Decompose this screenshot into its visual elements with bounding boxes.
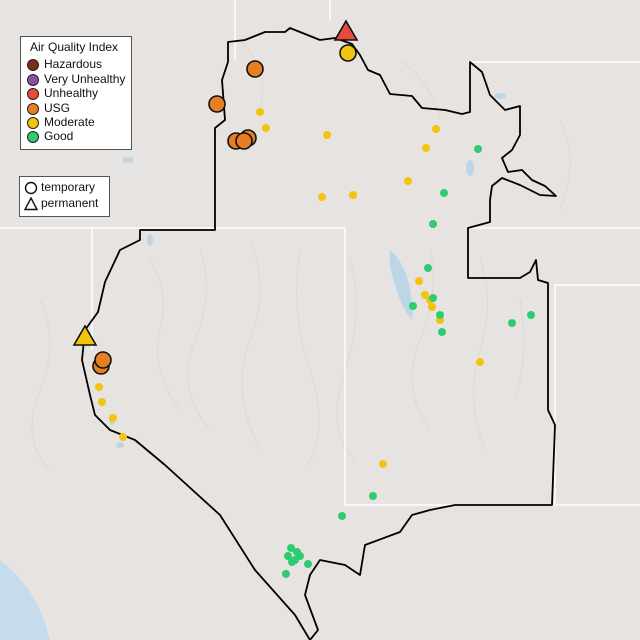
monitor-point: [95, 383, 103, 391]
permanent-unhealthy-monitor: [333, 19, 359, 41]
monitor-point: [428, 303, 436, 311]
permanent-monitors: [72, 19, 359, 346]
monitor-point: [429, 294, 437, 302]
good-monitors: [282, 145, 535, 578]
usg-swatch: [27, 103, 39, 115]
monitor-point: [208, 95, 226, 113]
monitor-point: [109, 414, 117, 422]
monitor-point: [338, 512, 346, 520]
hazardous-swatch: [27, 59, 39, 71]
monitor-type-legend: temporary permanent: [19, 176, 110, 217]
legend-label: Very Unhealthy: [44, 72, 126, 86]
very-unhealthy-swatch: [27, 74, 39, 86]
monitor-point: [440, 189, 448, 197]
monitor-point: [284, 552, 292, 560]
legend-label: Good: [44, 129, 74, 143]
monitor-point: [424, 264, 432, 272]
moderate-monitors: [95, 108, 484, 468]
monitor-point: [339, 44, 357, 62]
monitor-point: [323, 131, 331, 139]
monitor-point: [409, 302, 417, 310]
monitor-point: [422, 144, 430, 152]
monitor-point: [432, 125, 440, 133]
monitor-point: [288, 558, 296, 566]
monitor-point: [527, 311, 535, 319]
usg-monitors: [92, 60, 264, 375]
monitor-point: [119, 433, 127, 441]
aqi-legend: Air Quality Index Hazardous Very Unhealt…: [20, 36, 132, 150]
good-swatch: [27, 131, 39, 143]
monitor-point: [421, 291, 429, 299]
permanent-moderate-monitor: [72, 324, 98, 346]
terrain-shading: [31, 39, 571, 471]
monitor-point: [304, 560, 312, 568]
monitor-point: [318, 193, 326, 201]
monitor-point: [94, 351, 112, 369]
monitor-point: [262, 124, 270, 132]
monitor-point: [235, 132, 253, 150]
unhealthy-swatch: [27, 88, 39, 100]
monitor-point: [349, 191, 357, 199]
legend-label: permanent: [41, 196, 99, 210]
monitor-point: [476, 358, 484, 366]
region-boundary: [81, 27, 557, 640]
monitor-point: [296, 552, 304, 560]
monitor-point: [474, 145, 482, 153]
monitor-point: [436, 311, 444, 319]
ocean: [0, 560, 50, 640]
triangle-icon: [24, 197, 38, 211]
monitor-point: [438, 328, 446, 336]
monitor-point: [379, 460, 387, 468]
monitor-point: [246, 60, 264, 78]
monitor-point: [256, 108, 264, 116]
legend-label: Unhealthy: [44, 86, 99, 100]
legend-label: Hazardous: [44, 57, 103, 71]
circle-icon: [24, 181, 38, 195]
legend-label: temporary: [41, 180, 96, 194]
monitor-point: [98, 398, 106, 406]
monitor-point: [404, 177, 412, 185]
monitor-point: [369, 492, 377, 500]
moderate-temporary-monitors: [339, 44, 357, 62]
monitor-point: [282, 570, 290, 578]
monitor-point: [508, 319, 516, 327]
monitor-point: [415, 277, 423, 285]
moderate-swatch: [27, 117, 39, 129]
legend-title: Air Quality Index: [30, 40, 119, 54]
legend-label: USG: [44, 101, 71, 115]
monitor-point: [429, 220, 437, 228]
legend-label: Moderate: [44, 115, 95, 129]
monitor-point: [287, 544, 295, 552]
